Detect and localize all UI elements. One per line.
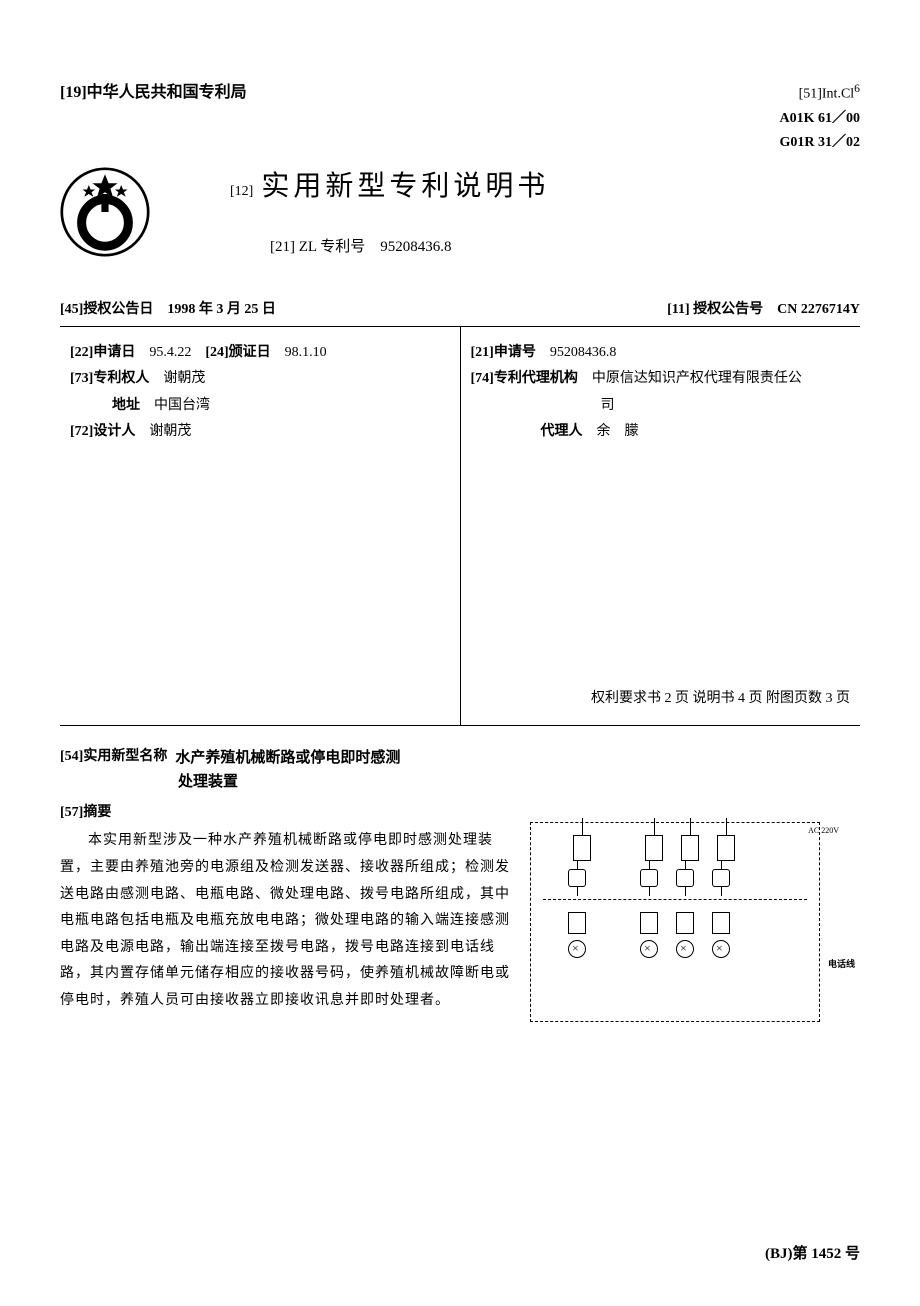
patentee-value: 谢朝茂 [163,371,205,386]
pub-no-value: CN 2276714Y [777,302,860,317]
address-label: 地址 [112,398,140,413]
switch-icon [712,869,730,887]
footer-code: (BJ)第 1452 号 [60,1242,860,1266]
address-value: 中国台湾 [154,398,210,413]
doc-title-text: 实用新型专利说明书 [261,171,549,202]
patent-no-value: 95208436.8 [380,239,451,255]
pub-no-label: [11] 授权公告号 [667,302,763,317]
abstract-text: 本实用新型涉及一种水产养殖机械断路或停电即时感测处理装置，主要由养殖池旁的电源组… [60,828,510,1014]
mechanism-icon [645,835,663,861]
int-cl-label: [51]Int.Cl [799,87,855,102]
app-date-value: 95.4.22 [149,345,191,360]
switch-icon [568,869,586,887]
bib-right-column: [21]申请号 95208436.8 [74]专利代理机构 中原信达知识产权代理… [461,327,861,725]
fan-icon [712,940,730,958]
switch-icon [676,869,694,887]
cert-date-value: 98.1.10 [285,345,327,360]
agency-value: 中原信达知识产权代理有限责任公 [592,371,802,386]
int-cl-code-1: A01K 61／00 [780,108,861,130]
doc-title-prefix: [12] [230,184,253,199]
int-cl-block: [51]Int.Cl6 A01K 61／00 G01R 31／02 [780,80,861,155]
figure-column: AC 220V [530,802,860,1022]
patent-number-row: [21] ZL 专利号 95208436.8 [270,235,860,259]
int-cl-sup: 6 [854,82,860,95]
fan-icon [568,940,586,958]
representative-figure: AC 220V [530,822,820,1022]
fan-icon [676,940,694,958]
app-no-label: [21]申请号 [471,345,536,360]
app-no-value: 95208436.8 [550,345,617,360]
national-emblem-icon [60,167,150,257]
pub-date: [45]授权公告日 1998 年 3 月 25 日 [60,299,276,321]
patentee-label: [73]专利权人 [70,371,149,386]
abstract-label: [57]摘要 [60,802,510,824]
motor-icon [712,912,730,934]
motor-icon [676,912,694,934]
pub-number: [11] 授权公告号 CN 2276714Y [667,299,860,321]
ac-label: AC 220V [808,825,839,838]
separator-line [543,899,807,900]
motor-icon [568,912,586,934]
patent-no-prefix: [21] ZL 专利号 [270,239,365,255]
designer-value: 谢朝茂 [149,424,191,439]
invention-title-row: [54]实用新型名称 水产养殖机械断路或停电即时感测 [60,746,860,770]
page-counts: 权利要求书 2 页 说明书 4 页 附图页数 3 页 [471,448,851,710]
mechanism-icon [573,835,591,861]
issuing-office: [19]中华人民共和国专利局 [60,80,247,106]
abstract-column: [57]摘要 本实用新型涉及一种水产养殖机械断路或停电即时感测处理装置，主要由养… [60,802,530,1022]
fan-icon [640,940,658,958]
agent-value: 余 朦 [597,424,639,439]
bibliographic-block: [22]申请日 95.4.22 [24]颁证日 98.1.10 [73]专利权人… [60,326,860,726]
document-title: [12] 实用新型专利说明书 [230,165,860,210]
cert-date-label: [24]颁证日 [205,345,270,360]
app-date-label: [22]申请日 [70,345,135,360]
designer-label: [72]设计人 [70,424,135,439]
phone-label: 电话线 [828,957,855,971]
pub-date-value: 1998 年 3 月 25 日 [167,302,276,317]
agency-label: [74]专利代理机构 [471,371,578,386]
pub-date-label: [45]授权公告日 [60,302,153,317]
bib-left-column: [22]申请日 95.4.22 [24]颁证日 98.1.10 [73]专利权人… [60,327,461,725]
int-cl-code-2: G01R 31／02 [780,132,861,154]
motor-icon [640,912,658,934]
invention-title-line2: 处理装置 [178,770,860,794]
mechanism-icon [681,835,699,861]
mechanism-icon [717,835,735,861]
switch-icon [640,869,658,887]
agency-value-cont: 司 [601,398,615,413]
invention-title-label: [54]实用新型名称 [60,746,167,770]
invention-title-line1: 水产养殖机械断路或停电即时感测 [175,746,400,770]
agent-label: 代理人 [541,424,583,439]
